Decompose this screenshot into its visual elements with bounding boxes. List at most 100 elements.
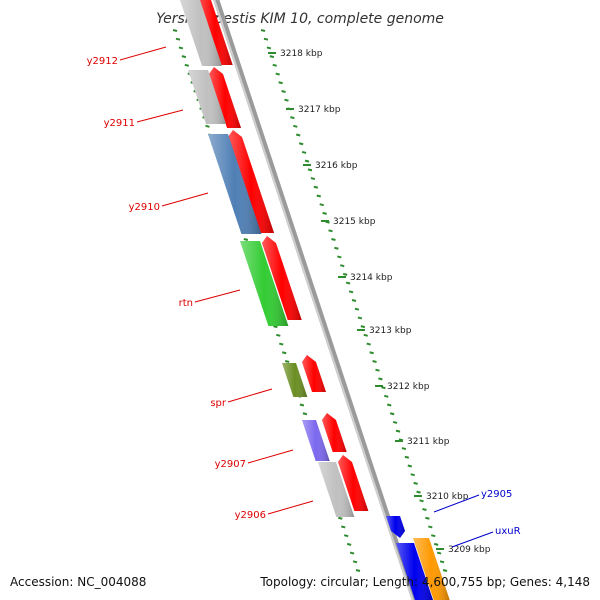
ruler-dot bbox=[372, 359, 377, 363]
gene-label-y2910[interactable]: y2910 bbox=[129, 202, 160, 213]
ruler-dot bbox=[263, 37, 269, 41]
accession-text: Accession: NC_004088 bbox=[10, 575, 146, 589]
ruler-dot bbox=[428, 525, 433, 529]
ruler-dot bbox=[348, 290, 354, 294]
gene-label-leader bbox=[119, 46, 167, 61]
gene-label-uxuR[interactable]: uxuR bbox=[495, 526, 521, 537]
ruler-dot bbox=[331, 238, 336, 242]
kbp-tick-label: 3213 kbp bbox=[369, 326, 412, 336]
ruler-dot bbox=[439, 560, 445, 564]
track-dot bbox=[273, 325, 278, 329]
ruler-dot bbox=[389, 412, 395, 416]
ruler-dot bbox=[307, 168, 313, 172]
ruler-dot bbox=[425, 516, 430, 520]
gene-label-leader bbox=[161, 192, 209, 207]
kbp-tick-label: 3212 kbp bbox=[387, 382, 430, 392]
ruler-dot bbox=[395, 429, 401, 433]
ruler-dot bbox=[290, 116, 295, 120]
ruler-dot bbox=[340, 264, 345, 268]
ruler-dot bbox=[354, 307, 360, 311]
ruler-dot bbox=[413, 481, 418, 485]
track-dot bbox=[281, 351, 287, 355]
kbp-tick-label: 3217 kbp bbox=[298, 105, 341, 115]
ruler-dot bbox=[422, 508, 427, 512]
track-dot bbox=[205, 124, 210, 128]
kbp-tick-label: 3216 kbp bbox=[315, 161, 358, 171]
gene-label-spr[interactable]: spr bbox=[210, 398, 227, 409]
ruler-dot bbox=[298, 142, 304, 146]
kbp-tick-label: 3209 kbp bbox=[448, 545, 491, 555]
ruler-dot bbox=[310, 177, 316, 181]
ruler-dot bbox=[366, 342, 371, 346]
ruler-dot bbox=[322, 211, 327, 215]
gene-label-y2911[interactable]: y2911 bbox=[104, 118, 135, 129]
ruler-dot bbox=[419, 499, 424, 503]
track-dot bbox=[355, 569, 361, 572]
ruler-dot bbox=[442, 569, 448, 572]
ruler-dot bbox=[272, 63, 277, 67]
gene-label-leader bbox=[451, 531, 494, 548]
ruler-dot bbox=[334, 246, 339, 250]
kbp-tick-label: 3214 kbp bbox=[350, 273, 393, 283]
gene-label-y2906[interactable]: y2906 bbox=[235, 510, 266, 521]
track-dot bbox=[178, 46, 184, 50]
ruler-dot bbox=[369, 351, 374, 355]
gene-label-y2905[interactable]: y2905 bbox=[481, 489, 512, 500]
track-dot bbox=[346, 542, 352, 546]
track-dot bbox=[175, 37, 181, 41]
ruler-dot bbox=[293, 124, 298, 128]
ruler-dot bbox=[392, 420, 398, 424]
kbp-tick-label: 3211 kbp bbox=[407, 437, 450, 447]
ruler-dot bbox=[295, 133, 301, 137]
backbone-outer bbox=[213, 0, 418, 600]
track-dot bbox=[352, 560, 358, 564]
track-dot bbox=[243, 238, 249, 242]
ruler-dot bbox=[328, 229, 333, 233]
backbone-highlight bbox=[213, 0, 414, 600]
track-dot bbox=[276, 333, 281, 337]
ruler-dot bbox=[301, 150, 307, 154]
ruler-dot bbox=[313, 185, 319, 189]
ruler-dot bbox=[284, 98, 289, 102]
track-dot bbox=[181, 55, 187, 59]
ruler-dot bbox=[381, 386, 386, 390]
gene-spr[interactable] bbox=[282, 363, 308, 397]
ruler-dot bbox=[304, 159, 310, 163]
gene-label-y2907[interactable]: y2907 bbox=[215, 459, 246, 470]
backbone bbox=[213, 0, 418, 600]
track-dot bbox=[302, 412, 308, 416]
track-dot bbox=[299, 403, 305, 407]
gene-label-y2912[interactable]: y2912 bbox=[87, 56, 118, 67]
ruler-dot bbox=[260, 29, 266, 32]
gene-label-rtn[interactable]: rtn bbox=[179, 298, 193, 309]
gene-label-leader bbox=[194, 289, 241, 303]
gene-label-leader bbox=[227, 388, 273, 403]
ruler-dot bbox=[384, 394, 389, 398]
ruler-dot bbox=[360, 325, 366, 329]
ruler-dot bbox=[431, 534, 436, 538]
genes-layer: y2912 y2911 y2910 rtn spr y2907 y2906 y2905 uxuR bbox=[87, 0, 521, 600]
ruler-dot bbox=[319, 203, 324, 207]
gene-label-leader bbox=[136, 109, 184, 123]
kbp-tick-label: 3210 kbp bbox=[426, 492, 469, 502]
track-dot bbox=[172, 29, 178, 32]
ruler-dot bbox=[386, 403, 392, 407]
topology-text: Topology: circular; Length: 4,600,755 bp… bbox=[259, 575, 590, 589]
track-dot bbox=[184, 63, 190, 67]
ruler-dot bbox=[404, 455, 410, 459]
kbp-ruler: 3218 kbp 3217 kbp 3216 kbp 3215 kbp 3214 kbp… bbox=[260, 29, 491, 572]
ruler-dot bbox=[266, 46, 272, 50]
ruler-dot bbox=[342, 272, 348, 276]
gene-label-leader bbox=[247, 449, 294, 464]
ruler-dot bbox=[275, 72, 280, 76]
ruler-dot bbox=[363, 333, 368, 337]
cds-arrow[interactable] bbox=[302, 355, 327, 392]
track-dot bbox=[343, 534, 349, 538]
track-dot bbox=[340, 525, 346, 529]
ruler-dot bbox=[357, 316, 363, 320]
cds-arrow[interactable] bbox=[322, 413, 347, 452]
track-dot bbox=[338, 516, 343, 520]
gene-label-leader bbox=[433, 494, 480, 513]
track-dot bbox=[349, 551, 355, 555]
